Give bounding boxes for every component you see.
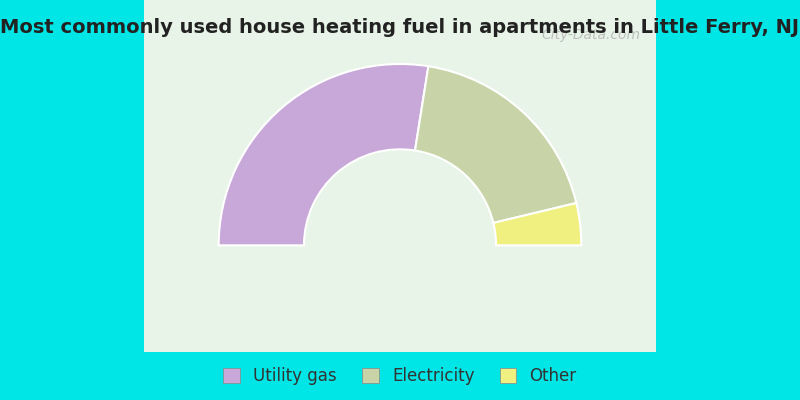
Polygon shape bbox=[144, 0, 656, 352]
Text: City-Data.com: City-Data.com bbox=[542, 28, 641, 42]
Wedge shape bbox=[415, 66, 576, 223]
Wedge shape bbox=[494, 203, 582, 245]
Legend: Utility gas, Electricity, Other: Utility gas, Electricity, Other bbox=[217, 360, 583, 392]
Wedge shape bbox=[218, 64, 428, 245]
Text: Most commonly used house heating fuel in apartments in Little Ferry, NJ: Most commonly used house heating fuel in… bbox=[1, 18, 799, 37]
